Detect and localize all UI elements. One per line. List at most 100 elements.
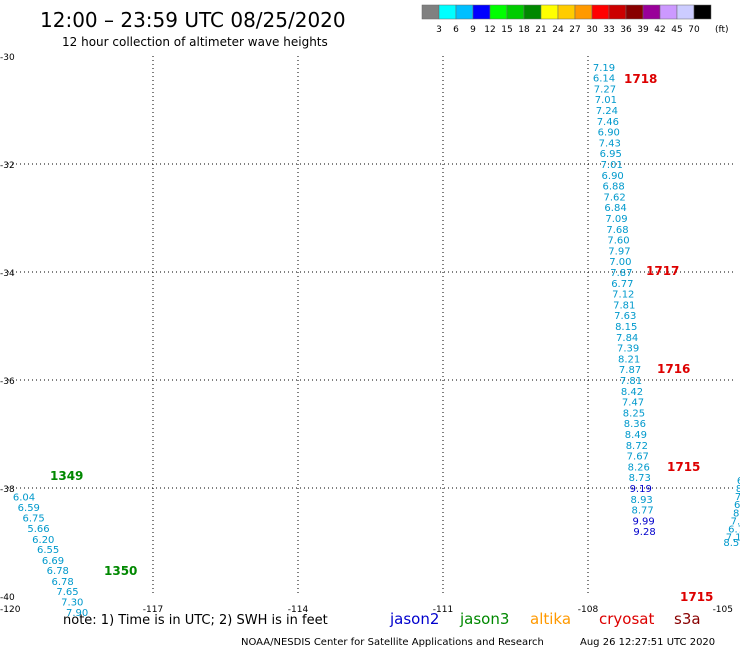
pass-label: 1715 <box>680 590 713 604</box>
swh-value-label: 6.77 <box>611 279 633 290</box>
swh-value-label: 6.55 <box>37 545 59 556</box>
pass-label: 1718 <box>624 72 657 86</box>
swh-value-label: 5.66 <box>27 524 49 535</box>
y-tick-label: -30 <box>0 53 15 63</box>
legend-label: 45 <box>671 25 682 35</box>
legend-swatch <box>523 4 542 20</box>
pass-number-labels: 1349 1350 1718 1717 1716 1715 1715 <box>50 72 713 604</box>
swh-value-label: 8.26 <box>628 462 650 473</box>
swh-value-label: 7.84 <box>616 333 638 344</box>
swh-value-label: 6.90 <box>598 128 620 139</box>
x-tick-label: -120 <box>0 605 21 615</box>
satellite-label: jason3 <box>459 610 509 628</box>
swh-value-label: 7.65 <box>56 587 78 598</box>
grid-lines <box>8 56 733 596</box>
swh-value-label: 7.46 <box>597 117 619 128</box>
satellite-label: s3a <box>674 610 701 628</box>
legend-label: 42 <box>654 25 665 35</box>
swh-value-label: 7.43 <box>599 138 621 149</box>
legend-label: 3 <box>436 25 442 35</box>
legend-swatch <box>608 4 627 20</box>
swh-value-label: 9.19 <box>630 484 652 495</box>
swh-value-label: 7.63 <box>614 311 636 322</box>
legend-label: 18 <box>518 25 530 35</box>
swh-value-label: 7.87 <box>610 268 632 279</box>
legend-swatch <box>659 4 678 20</box>
swh-value-label: 6.78 <box>52 577 74 588</box>
swh-value-label: 9.99 <box>632 516 654 527</box>
axis-tick-labels: -30 -32 -34 -36 -38 -40 -120 -117 -114 -111 -108 -1… <box>0 53 733 615</box>
y-tick-label: -40 <box>0 593 15 603</box>
swh-value-label: 8.93 <box>631 495 653 506</box>
swh-value-label: 8.49 <box>625 430 647 441</box>
swh-value-label: 7.60 <box>607 236 629 247</box>
legend-label: 30 <box>586 25 598 35</box>
legend-label: 9 <box>470 25 476 35</box>
footnote: note: 1) Time is in UTC; 2) SWH is in fe… <box>63 613 328 628</box>
swh-value-label: 6.90 <box>602 171 624 182</box>
y-tick-label: -36 <box>0 377 15 387</box>
swh-value-label: 6.78 <box>47 566 69 577</box>
legend-label: 39 <box>637 25 649 35</box>
swh-value-label: 7.01 <box>601 160 623 171</box>
color-legend: 3 6 9 12 15 18 21 24 27 30 33 36 39 42 45 70 (ft) <box>421 4 729 35</box>
y-tick-label: -34 <box>0 269 15 279</box>
satellite-label: jason2 <box>389 610 439 628</box>
swh-value-label: 7.00 <box>609 257 631 268</box>
swh-value-label: 6.14 <box>593 74 615 85</box>
swh-value-label: 7.2 <box>735 492 740 503</box>
legend-swatch <box>421 4 440 20</box>
swh-value-label: 7.87 <box>619 365 641 376</box>
swh-value-label: 7.12 <box>612 290 634 301</box>
legend-swatch <box>591 4 610 20</box>
generated-timestamp: Aug 26 12:27:51 UTC 2020 <box>580 637 715 648</box>
legend-label: 24 <box>552 25 564 35</box>
pass-label: 1715 <box>667 460 700 474</box>
swh-value-label: 6. <box>737 476 740 487</box>
swh-value-label: 8.72 <box>626 441 648 452</box>
swh-value-label: 8.77 <box>632 506 654 517</box>
swh-value-label: 7.39 <box>617 344 639 355</box>
swh-value-label: 7.81 <box>613 300 635 311</box>
x-tick-label: -108 <box>578 605 599 615</box>
swh-value-label: 7.90 <box>66 608 88 619</box>
pass-label: 1350 <box>104 564 137 578</box>
swh-value-label: 6.89 <box>734 500 740 511</box>
y-tick-label: -32 <box>0 161 15 171</box>
swh-value-label: 7.19 <box>593 63 615 74</box>
swh-value-label: 7.97 <box>608 246 630 257</box>
satellite-legend: jason2 jason3 altika cryosat s3a <box>389 610 701 628</box>
legend-swatch <box>489 4 508 20</box>
swh-value-label: 7.96 <box>731 516 740 527</box>
legend-swatch <box>557 4 576 20</box>
swh-value-label: 6.84 <box>604 203 626 214</box>
chart-title: 12:00 – 23:59 UTC 08/25/2020 <box>40 8 346 32</box>
legend-swatch <box>540 4 559 20</box>
credit-text: NOAA/NESDIS Center for Satellite Applica… <box>241 637 544 648</box>
legend-swatch <box>625 4 644 20</box>
swh-value-label: 7.47 <box>622 398 644 409</box>
legend-label: 33 <box>603 25 614 35</box>
x-tick-label: -105 <box>713 605 733 615</box>
chart-subtitle: 12 hour collection of altimeter wave hei… <box>62 35 328 49</box>
swh-value-label: 7.67 <box>627 452 649 463</box>
legend-label: 36 <box>620 25 632 35</box>
swh-value-label: 8.03 <box>733 508 740 519</box>
swh-value-label: 8.15 <box>615 322 637 333</box>
x-tick-label: -117 <box>143 605 163 615</box>
legend-label: 12 <box>484 25 495 35</box>
legend-swatch <box>574 4 593 20</box>
swh-value-label: 7.09 <box>605 214 627 225</box>
swh-value-label: 7.68 <box>606 225 628 236</box>
swh-value-label: 7.01 <box>595 95 617 106</box>
swh-value-label: 8.58 <box>723 538 740 549</box>
legend-unit: (ft) <box>715 25 729 35</box>
swh-value-label: 6.88 <box>603 182 625 193</box>
swh-value-label: 6.04 <box>13 493 35 504</box>
pass-label: 1717 <box>646 264 679 278</box>
pass-label: 1349 <box>50 469 83 483</box>
legend-label: 70 <box>688 25 700 35</box>
legend-swatch <box>506 4 525 20</box>
